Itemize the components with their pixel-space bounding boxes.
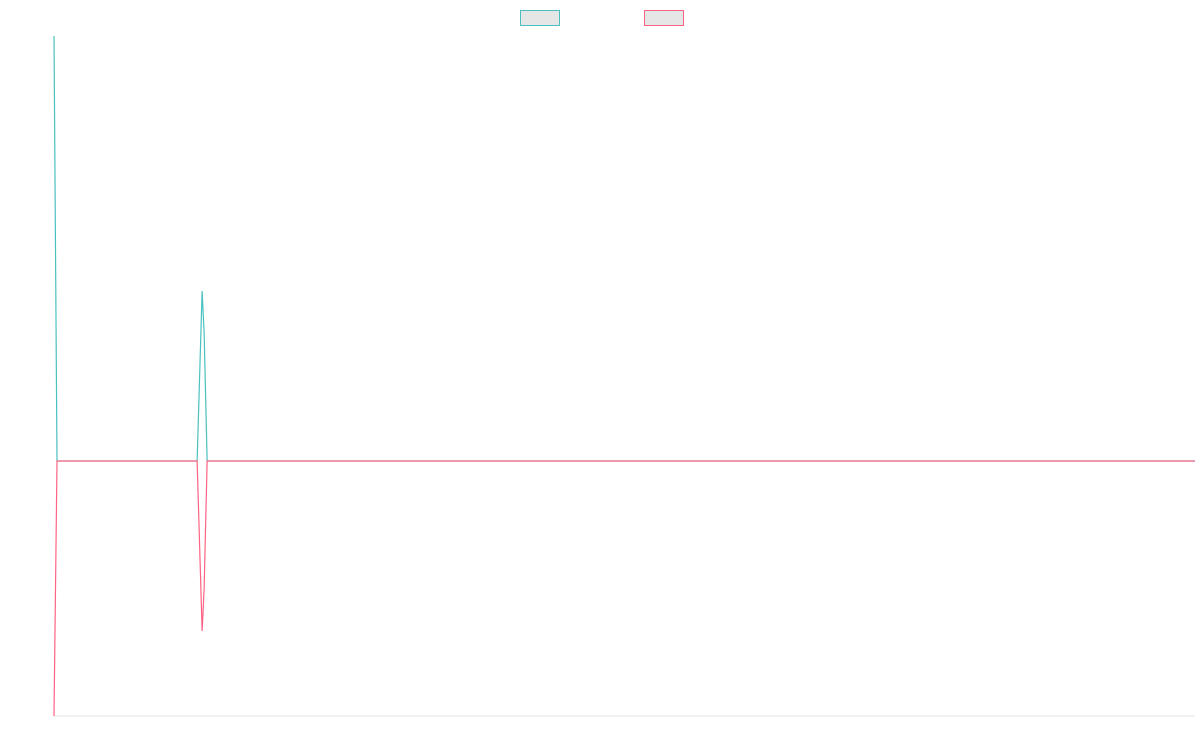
series-line xyxy=(53,35,1195,462)
series-line xyxy=(53,460,1195,717)
legend-swatch xyxy=(644,10,684,26)
legend-swatch xyxy=(520,10,560,26)
